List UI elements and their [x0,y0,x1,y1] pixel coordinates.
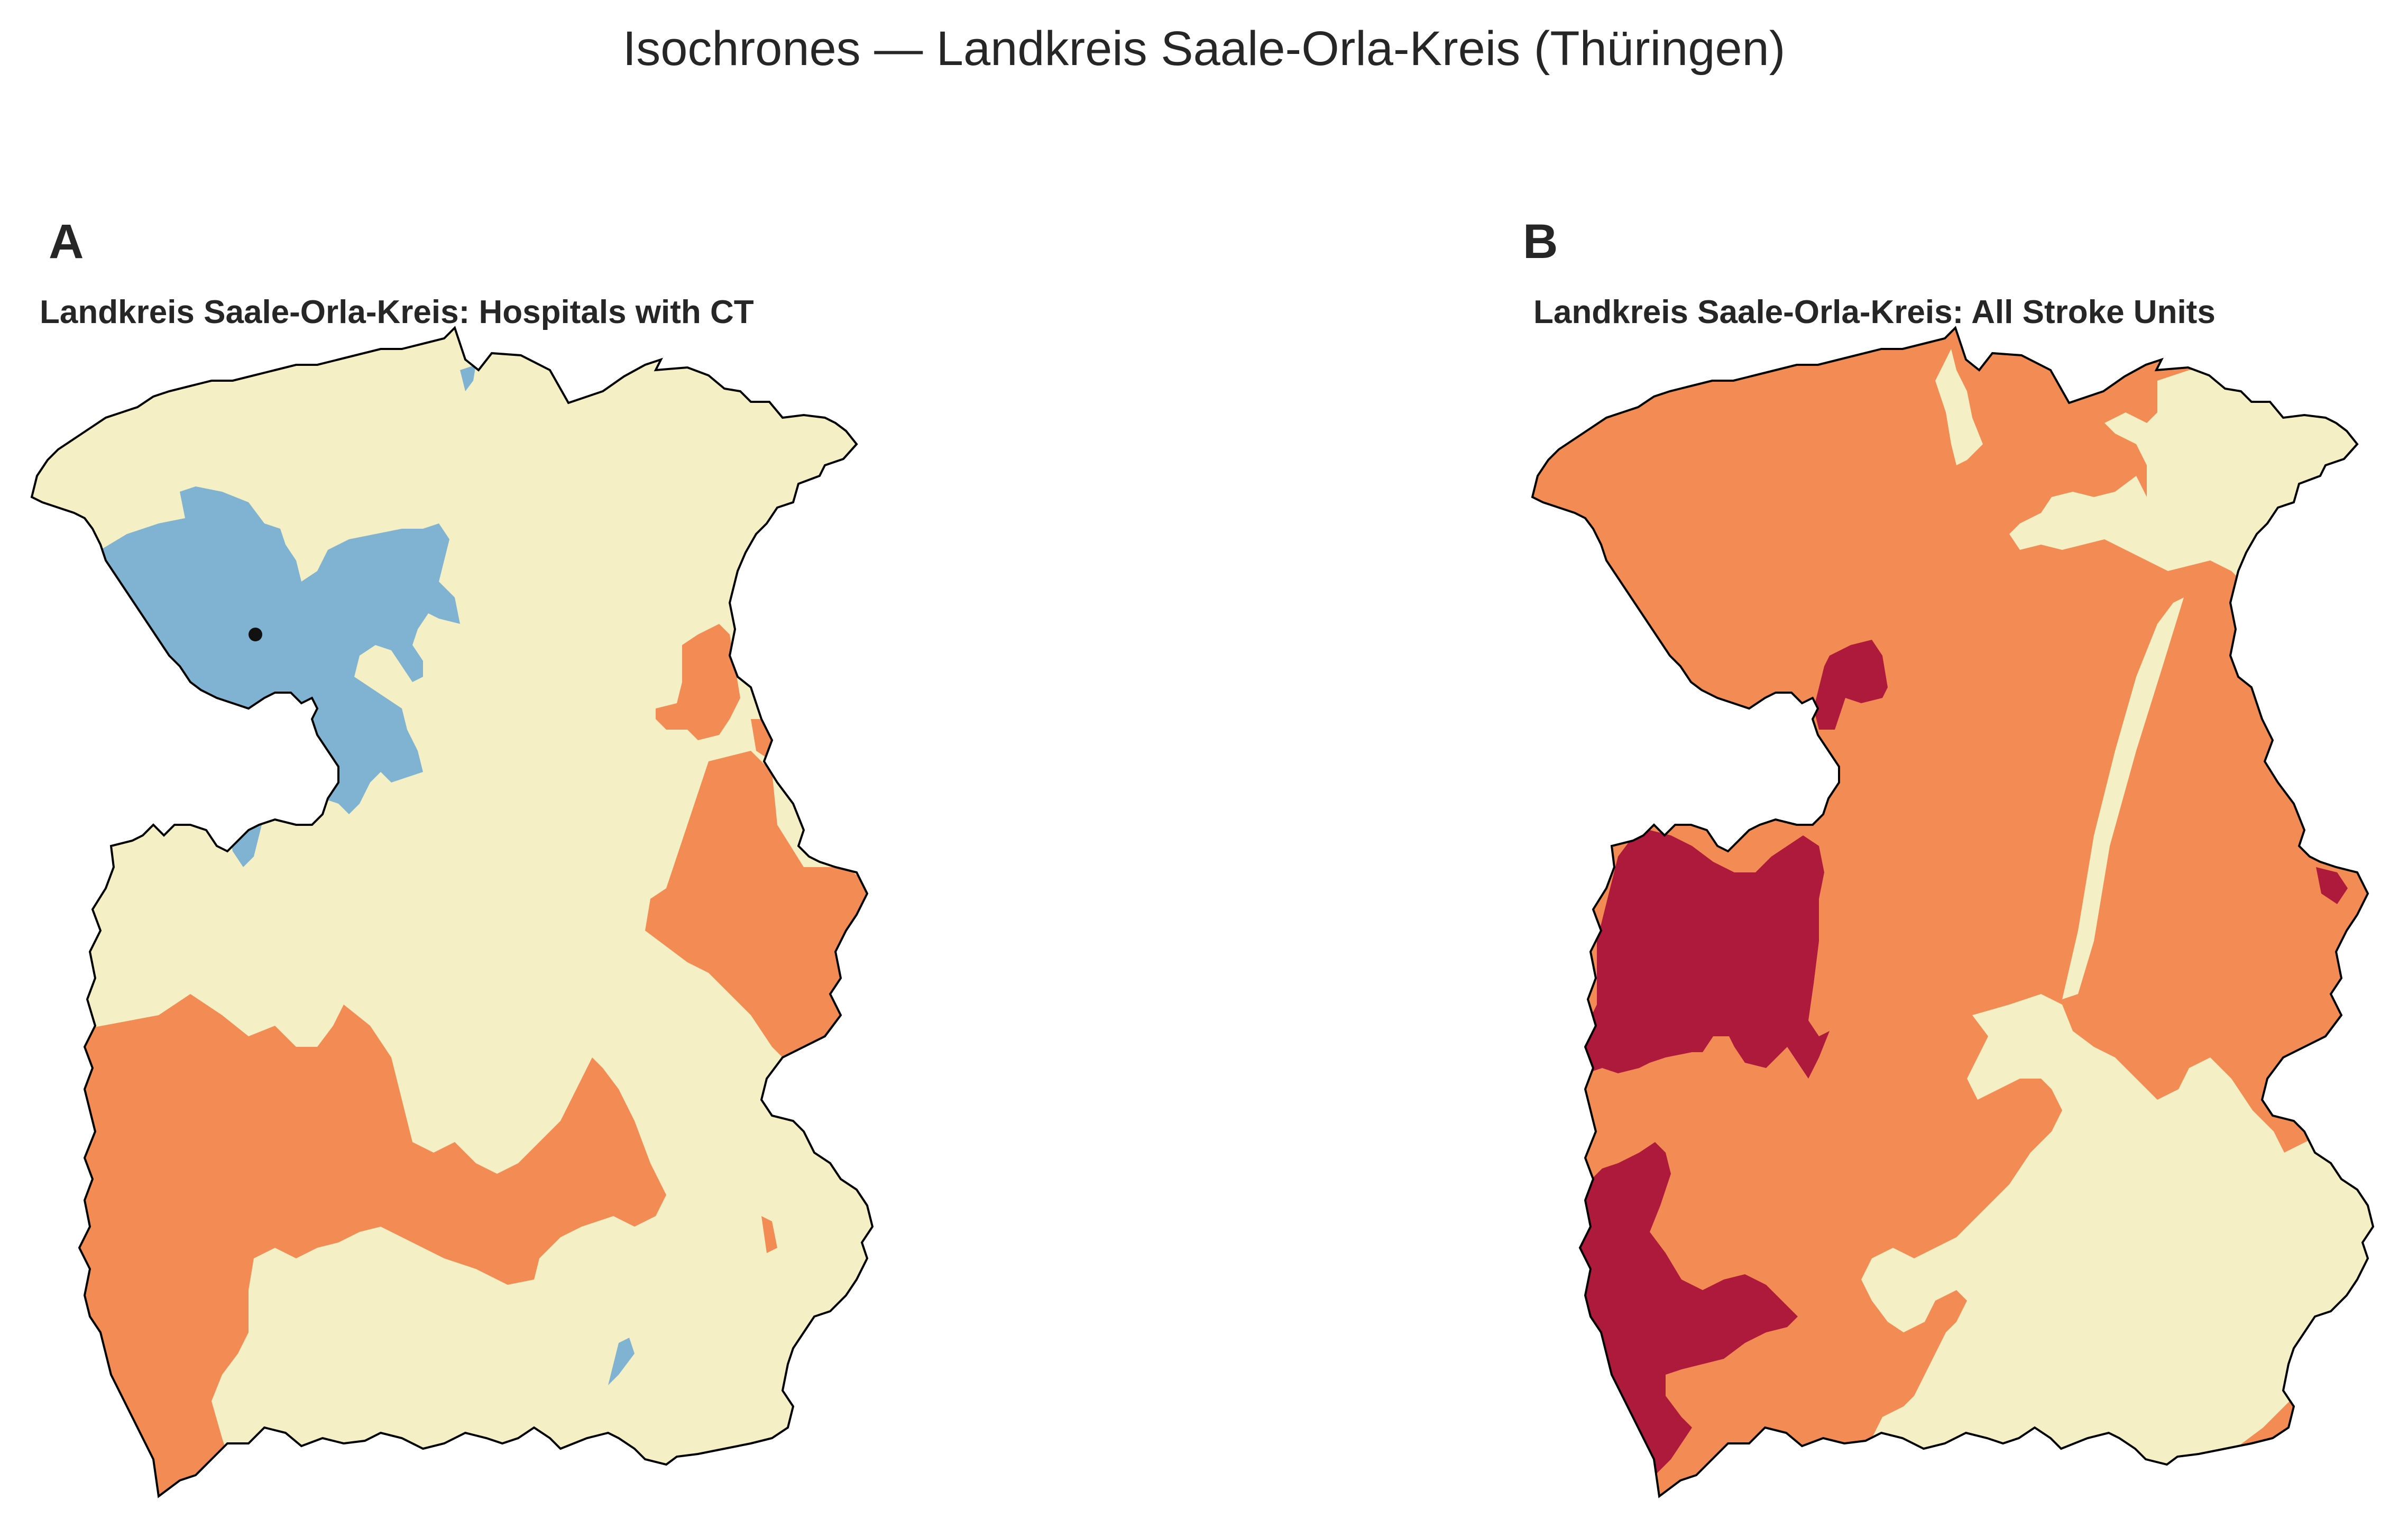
panel-a-hospital-marker [249,628,262,641]
panel-b-zone-crimson-west [1549,830,1830,1496]
panel-a-title: Landkreis Saale-Orla-Kreis: Hospitals wi… [40,294,754,330]
panel-b-letter: B [1523,215,1558,269]
panel-b-zone-cream-north [1935,349,1983,465]
panel-a-zone-orange-east [645,751,872,1068]
panel-a-zone-orange-southeast-patch [761,1216,777,1253]
panel-a-zone-orange-southwest [53,994,666,1496]
panel-b-zone-cream-west-2 [1581,677,1655,814]
panel-a-zone-blue-south-tip [608,1338,635,1385]
panel-a-zone-blue-north-tip [460,365,476,391]
panel-a-zone-orange-northeast [656,624,740,740]
panel-b-zone-cream-corridor [2062,597,2184,999]
panel-b-zone-cream-west [1532,550,1565,634]
panel-b-zone-cream-southeast [1861,994,2373,1480]
panel-b-map [1531,327,2374,1497]
panel-b-zone-crimson-center [1814,640,1888,730]
panel-b-zone-crimson-east [2316,867,2348,904]
panel-a-letter: A [49,215,84,269]
figure-suptitle: Isochrones — Landkreis Saale-Orla-Kreis … [622,22,1786,76]
panel-b-title: Landkreis Saale-Orla-Kreis: All Stroke U… [1533,294,2216,330]
panel-a-map [31,327,874,1497]
